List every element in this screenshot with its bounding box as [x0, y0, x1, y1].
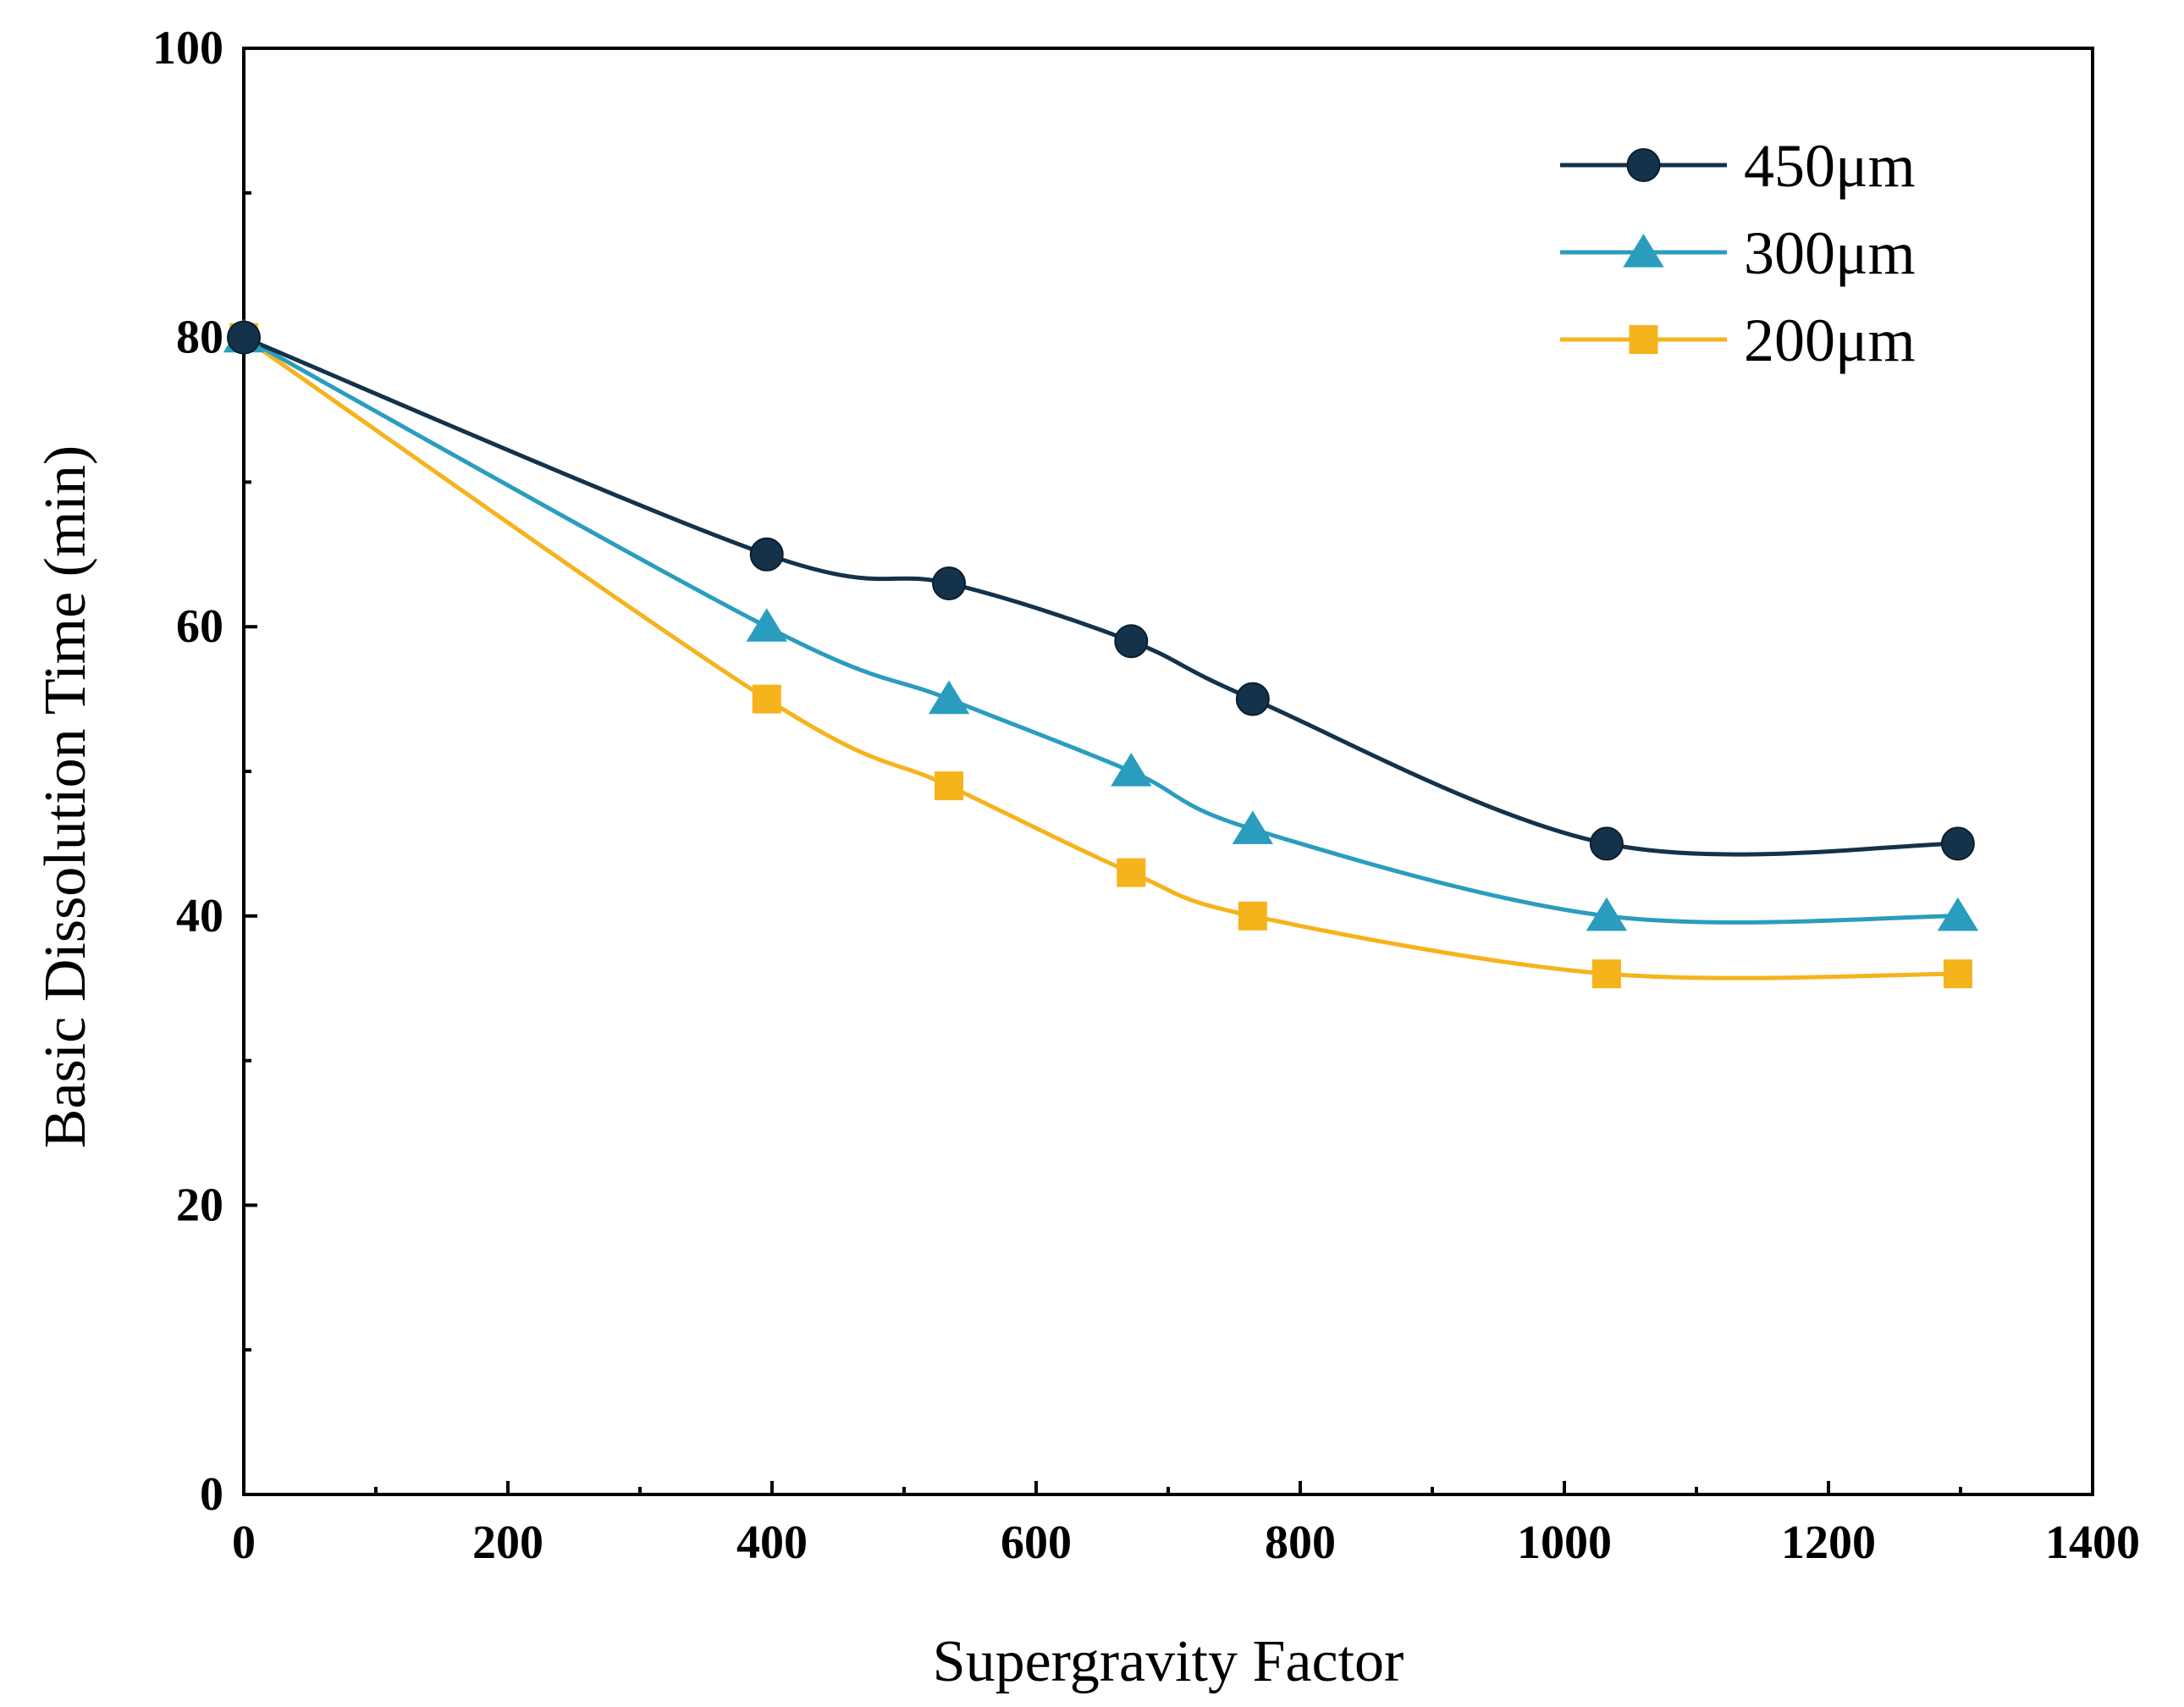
x-tick-label: 0	[232, 1516, 256, 1569]
data-point	[749, 537, 784, 572]
legend-label: 300μm	[1744, 219, 1916, 287]
data-point	[227, 320, 261, 355]
data-point	[1232, 810, 1274, 844]
x-tick-label: 1000	[1517, 1516, 1612, 1569]
data-point	[1586, 897, 1628, 931]
y-tick-label: 40	[176, 890, 223, 942]
data-point	[752, 684, 781, 714]
x-tick-label: 800	[1265, 1516, 1336, 1569]
x-tick-label: 1200	[1781, 1516, 1876, 1569]
data-point	[1235, 682, 1270, 716]
legend-marker	[1629, 325, 1658, 354]
data-point	[1111, 753, 1152, 787]
series-line-200m	[242, 335, 1958, 981]
y-tick-label: 80	[176, 312, 223, 364]
data-point	[932, 566, 967, 600]
x-tick-label: 400	[736, 1516, 808, 1569]
data-point	[1114, 624, 1149, 659]
data-point	[1943, 959, 1972, 989]
data-point	[1940, 826, 1975, 861]
data-point	[1238, 901, 1267, 931]
y-axis-title: Basic Dissolution Time (min)	[33, 445, 98, 1148]
data-point	[1591, 959, 1621, 989]
data-point	[935, 771, 964, 801]
y-tick-label: 20	[176, 1179, 223, 1231]
y-tick-label: 100	[152, 22, 223, 75]
data-point	[1589, 826, 1624, 861]
data-point	[1937, 897, 1979, 931]
y-tick-label: 0	[200, 1468, 223, 1521]
x-tick-label: 600	[1001, 1516, 1072, 1569]
y-tick-label: 60	[176, 600, 223, 653]
legend-marker	[1623, 234, 1664, 268]
data-point	[746, 608, 787, 642]
x-axis-title: Supergravity Factor	[933, 1629, 1404, 1694]
legend-marker	[1626, 148, 1661, 182]
data-point	[1117, 858, 1146, 887]
data-point	[928, 680, 970, 715]
legend-label: 200μm	[1744, 307, 1916, 374]
legend-label: 450μm	[1744, 132, 1916, 200]
x-tick-label: 200	[472, 1516, 543, 1569]
series-line-450m	[243, 335, 1958, 857]
x-tick-label: 1400	[2045, 1516, 2140, 1569]
